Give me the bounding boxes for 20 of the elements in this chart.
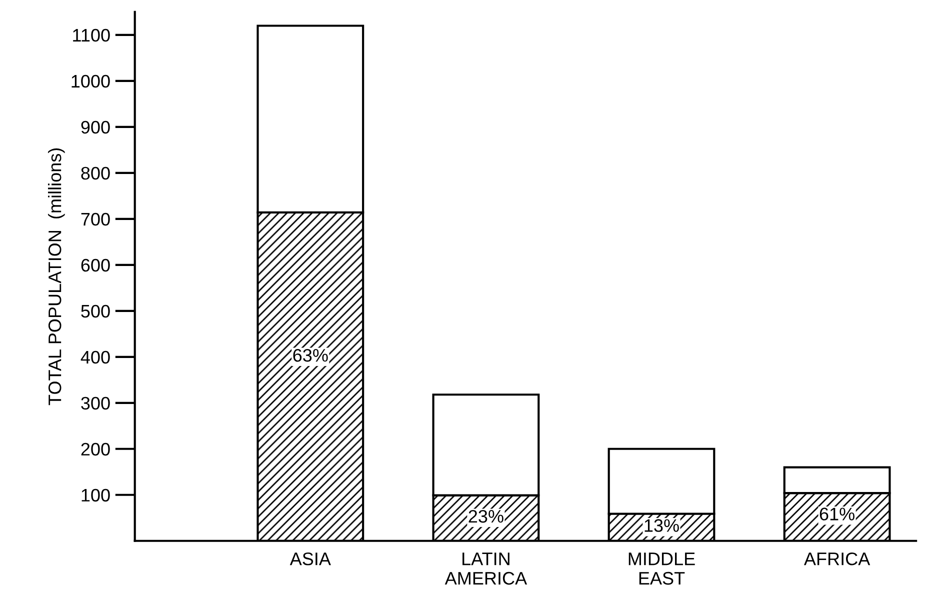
y-tick-label: 100 — [82, 488, 110, 502]
y-tick-label: 600 — [81, 258, 110, 272]
x-tick-label: LATIN AMERICA — [444, 552, 528, 585]
y-tick-label: 200 — [81, 442, 110, 456]
y-tick-label: 800 — [81, 166, 110, 180]
annotation: 13% — [644, 519, 679, 532]
y-tick-label: 1100 — [73, 28, 110, 42]
y-tick-label: 400 — [80, 350, 110, 364]
annotation: 63% — [293, 348, 328, 362]
x-tick-label: MIDDLE EAST — [628, 552, 695, 585]
y-tick-label: 1000 — [72, 74, 110, 88]
y-axis-title: TOTAL POPULATION (millions) — [48, 148, 65, 406]
y-tick-label: 300 — [81, 396, 110, 410]
y-tick-label: 500 — [81, 304, 110, 318]
x-tick-label: AFRICA — [804, 552, 870, 566]
annotation: 23% — [468, 510, 504, 523]
x-tick-label: ASIA — [290, 552, 331, 566]
y-tick-label: 700 — [81, 212, 110, 226]
y-tick-label: 900 — [81, 120, 110, 134]
annotation: 61% — [820, 508, 854, 520]
